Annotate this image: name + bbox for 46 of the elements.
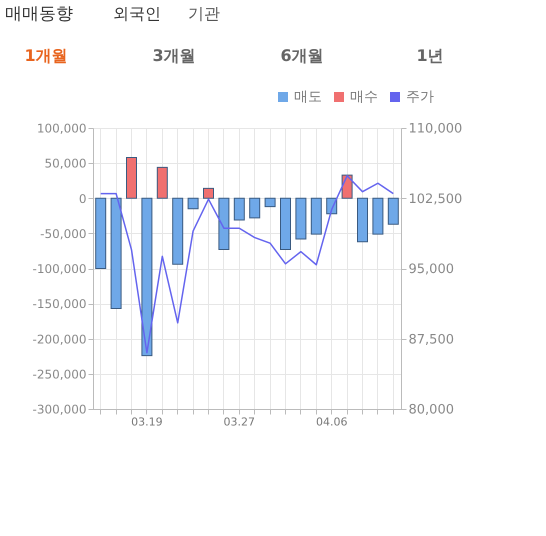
bar [357, 198, 368, 242]
line-series [100, 175, 394, 354]
legend-label: 주가 [406, 89, 434, 105]
bar [310, 198, 322, 235]
y-tick-label: -200,000 [32, 332, 86, 346]
chart-title: 매매동향 [5, 4, 73, 24]
text: 외국인 [113, 4, 161, 23]
text: 1개월 [24, 46, 68, 65]
x-tick-label: 04.06 [316, 416, 348, 428]
text: 1년 [416, 46, 444, 65]
y-tick-label: -100,000 [32, 262, 86, 276]
y-tick-label: -150,000 [32, 297, 86, 312]
bar [249, 198, 260, 218]
y-tick-label: -250,000 [32, 367, 86, 382]
legend-label: 매도 [294, 89, 322, 105]
bar [95, 198, 106, 269]
text: 3개월 [152, 46, 196, 65]
y-tick-label: -50,000 [40, 226, 86, 241]
bar [203, 188, 214, 199]
text: 6개월 [280, 46, 324, 65]
y-tick-label: 100,000 [36, 122, 86, 136]
y2-tick-label: 102,500 [408, 192, 462, 207]
bar [156, 166, 168, 199]
y-tick-label: -300,000 [32, 402, 86, 416]
x-tick-label: 03.19 [131, 416, 163, 428]
bar [280, 198, 291, 250]
bar [234, 198, 245, 221]
y2-tick-label: 80,000 [408, 402, 454, 418]
text: 기관 [188, 4, 220, 23]
bar [264, 198, 276, 208]
bar [126, 157, 137, 199]
y-tick-label: 0 [78, 192, 86, 206]
y-tick-label: 50,000 [44, 156, 86, 171]
y2-tick-label: 87,500 [408, 332, 454, 348]
bar [141, 198, 152, 356]
bar [372, 198, 384, 235]
y2-tick-label: 110,000 [408, 122, 462, 136]
bar [188, 198, 199, 210]
y2-tick-label: 95,000 [408, 262, 454, 277]
bar [110, 198, 122, 310]
x-tick-label: 03.27 [224, 416, 256, 428]
bar [388, 198, 399, 225]
legend-label: 매수 [350, 89, 378, 105]
bar [295, 198, 306, 240]
bar [218, 198, 230, 250]
bar [172, 198, 184, 265]
